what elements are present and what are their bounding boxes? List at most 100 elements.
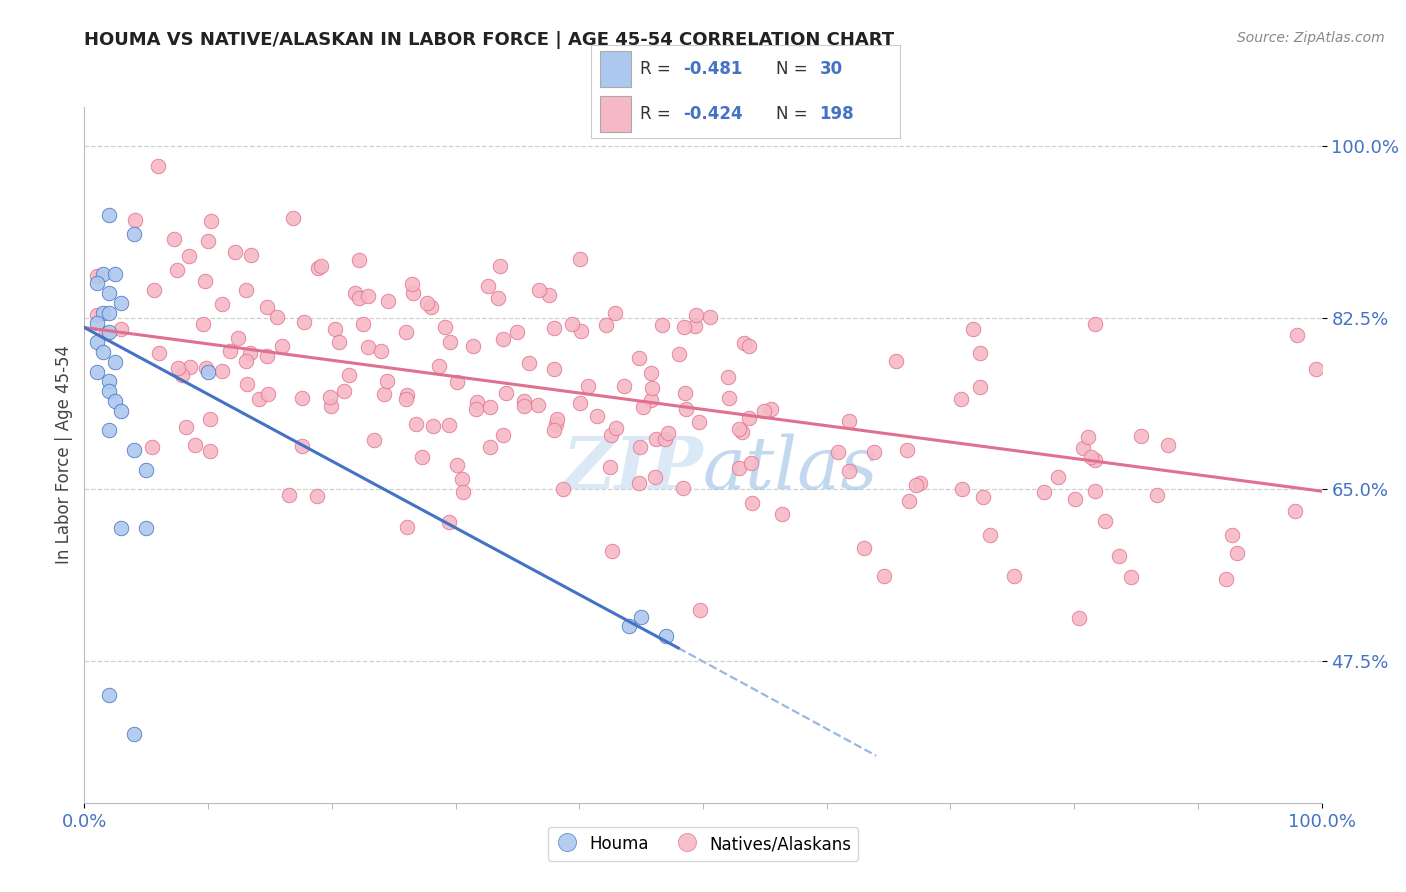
Point [738,339,761,353]
Point [446,458,468,472]
Point [451,485,474,500]
Text: -0.424: -0.424 [683,105,742,123]
Point [537,288,560,302]
Point [905,478,928,492]
Point [439,335,461,350]
Point [91,306,114,320]
Point [307,261,329,276]
Point [198,444,221,458]
Point [278,488,301,502]
Point [177,249,200,263]
Point [328,335,350,350]
Point [323,321,346,335]
Point [1084,317,1107,331]
Point [1047,469,1070,483]
Point [689,603,711,617]
Point [318,390,340,404]
Point [347,253,370,268]
Point [467,395,489,409]
Point [198,412,221,426]
Point [405,417,427,432]
Point [422,419,444,434]
Point [628,440,651,454]
Point [200,214,222,228]
Point [737,410,759,425]
Point [657,426,679,441]
Point [402,286,425,301]
Point [688,415,710,429]
Point [349,291,371,305]
Bar [600,51,631,87]
Point [235,283,257,297]
Point [91,267,114,281]
Point [495,386,517,401]
Point [433,320,456,334]
Point [908,475,931,490]
Point [184,438,207,452]
Point [257,386,280,401]
Text: HOUMA VS NATIVE/ALASKAN IN LABOR FORCE | AGE 45-54 CORRELATION CHART: HOUMA VS NATIVE/ALASKAN IN LABOR FORCE |… [84,31,894,49]
Point [465,401,488,416]
Point [239,345,262,359]
Point [1284,504,1306,518]
Point [640,393,662,408]
Point [478,441,501,455]
Point [256,300,278,314]
Text: ZIP: ZIP [562,434,703,504]
Point [110,521,132,535]
Point [543,362,565,376]
Point [979,528,1001,542]
Point [344,285,367,300]
Point [627,475,650,490]
Point [122,443,145,458]
Point [411,450,433,464]
Point [569,324,592,338]
Point [969,345,991,359]
Point [699,310,721,324]
Point [451,472,474,486]
Point [197,234,219,248]
Point [1084,484,1107,499]
Point [1108,549,1130,563]
Point [717,391,740,405]
Point [420,300,443,314]
Point [600,544,623,558]
Point [838,414,860,428]
Point [247,392,270,407]
Point [373,386,395,401]
Point [283,211,305,226]
Point [104,394,127,409]
Point [167,361,190,376]
Text: atlas: atlas [703,434,879,504]
Point [477,279,499,293]
Point [337,368,360,382]
Point [172,368,194,382]
Point [98,286,121,301]
Point [863,445,886,459]
Point [685,308,707,322]
Point [630,609,652,624]
Point [197,365,219,379]
Point [1084,453,1107,467]
Point [270,339,292,353]
Point [752,403,775,417]
Point [437,418,460,433]
Point [96,326,118,340]
Point [546,417,568,432]
Point [292,315,315,329]
Point [396,388,419,402]
Point [1305,361,1327,376]
Point [135,462,157,476]
Point [1226,545,1249,559]
Point [628,351,651,365]
Text: N =: N = [776,105,813,123]
Point [86,335,108,350]
Point [179,359,201,374]
Point [491,332,513,346]
Point [1077,430,1099,444]
Point [86,316,108,330]
Text: 198: 198 [820,105,853,123]
Point [672,481,695,495]
Point [770,507,793,521]
Point [586,409,609,423]
